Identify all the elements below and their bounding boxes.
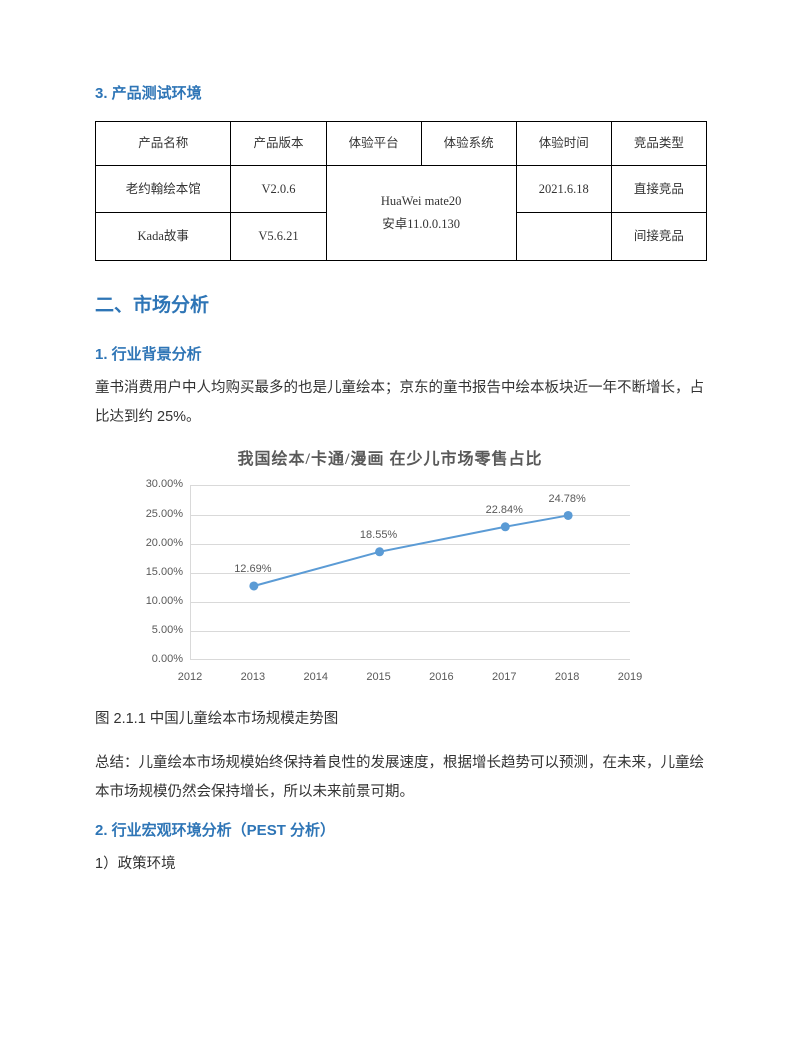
col-platform: 体验平台: [326, 122, 421, 166]
platform-line2: 安卓11.0.0.130: [331, 213, 512, 236]
col-date: 体验时间: [516, 122, 611, 166]
x-tick-label: 2017: [492, 668, 516, 688]
cell-date-2: [516, 213, 611, 261]
x-tick-label: 2016: [429, 668, 453, 688]
x-tick-label: 2015: [366, 668, 390, 688]
cell-name-1: 老约翰绘本馆: [96, 165, 231, 213]
chart-marker: [564, 511, 573, 520]
cell-type-1: 直接竞品: [611, 165, 706, 213]
platform-line1: HuaWei mate20: [331, 190, 512, 213]
x-tick-label: 2014: [303, 668, 327, 688]
chart-marker: [249, 582, 258, 591]
cell-version-1: V2.0.6: [231, 165, 326, 213]
summary-paragraph: 总结：儿童绘本市场规模始终保持着良性的发展速度，根据增长趋势可以预测，在未来，儿…: [95, 749, 707, 807]
y-tick-label: 15.00%: [146, 563, 183, 583]
x-tick-label: 2012: [178, 668, 202, 688]
cell-name-2: Kada故事: [96, 213, 231, 261]
section-3-heading: 3. 产品测试环境: [95, 80, 707, 107]
y-tick-label: 25.00%: [146, 505, 183, 525]
section-2-title: 二、市场分析: [95, 289, 707, 323]
cell-version-2: V5.6.21: [231, 213, 326, 261]
col-version: 产品版本: [231, 122, 326, 166]
chart-marker: [501, 523, 510, 532]
y-tick-label: 30.00%: [146, 476, 183, 496]
y-tick-label: 10.00%: [146, 592, 183, 612]
market-share-chart: 我国绘本/卡通/漫画 在少儿市场零售占比 0.00% 5.00% 10.00% 15.…: [135, 446, 645, 691]
x-tick-label: 2013: [241, 668, 265, 688]
y-tick-label: 0.00%: [152, 651, 183, 671]
chart-marker: [375, 548, 384, 557]
sub1-heading: 1. 行业背景分析: [95, 341, 707, 368]
sub1-paragraph: 童书消费用户中人均购买最多的也是儿童绘本；京东的童书报告中绘本板块近一年不断增长…: [95, 374, 707, 432]
sub2-item1: 1）政策环境: [95, 850, 707, 879]
chart-data-label: 12.69%: [234, 561, 271, 581]
sub2-heading: 2. 行业宏观环境分析（PEST 分析）: [95, 817, 707, 844]
col-system: 体验系统: [421, 122, 516, 166]
cell-platform-system: HuaWei mate20 安卓11.0.0.130: [326, 165, 516, 260]
col-type: 竞品类型: [611, 122, 706, 166]
x-tick-label: 2019: [618, 668, 642, 688]
cell-date-1: 2021.6.18: [516, 165, 611, 213]
table-header-row: 产品名称 产品版本 体验平台 体验系统 体验时间 竞品类型: [96, 122, 707, 166]
table-row: 老约翰绘本馆 V2.0.6 HuaWei mate20 安卓11.0.0.130…: [96, 165, 707, 213]
chart-data-label: 22.84%: [486, 501, 523, 521]
col-product-name: 产品名称: [96, 122, 231, 166]
chart-data-label: 18.55%: [360, 526, 397, 546]
figure-caption: 图 2.1.1 中国儿童绘本市场规模走势图: [95, 706, 707, 732]
x-tick-label: 2018: [555, 668, 579, 688]
chart-box: 0.00%5.00%10.00%15.00%20.00%25.00%30.00%…: [135, 480, 645, 690]
y-tick-label: 5.00%: [152, 621, 183, 641]
chart-data-label: 24.78%: [548, 490, 585, 510]
chart-title: 我国绘本/卡通/漫画 在少儿市场零售占比: [135, 446, 645, 475]
y-tick-label: 20.00%: [146, 534, 183, 554]
env-table: 产品名称 产品版本 体验平台 体验系统 体验时间 竞品类型 老约翰绘本馆 V2.…: [95, 121, 707, 261]
cell-type-2: 间接竞品: [611, 213, 706, 261]
